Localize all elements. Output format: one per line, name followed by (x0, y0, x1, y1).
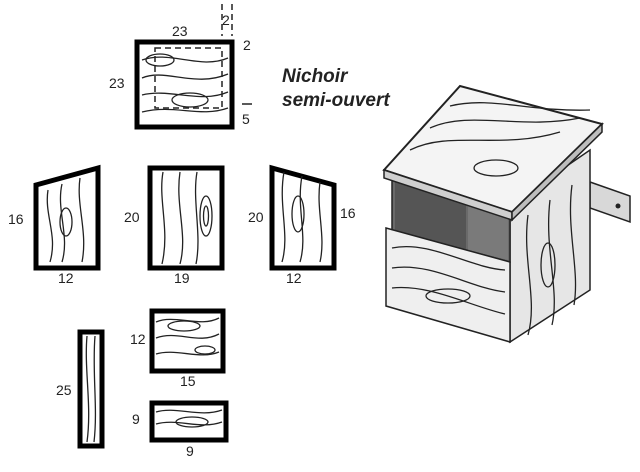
roof-width-label: 23 (172, 23, 188, 39)
post-piece (77, 329, 105, 449)
back-piece (147, 165, 225, 271)
roof-piece (134, 4, 235, 130)
title-line-1: Nichoir (282, 66, 349, 87)
side-right-piece (269, 164, 337, 271)
side-left-height-label: 16 (8, 211, 24, 227)
front-piece (149, 308, 226, 374)
roof-overhang-side-label: 2 (243, 37, 251, 53)
post-height-label: 25 (56, 382, 72, 398)
assembled-nest-box-illustration (382, 84, 631, 344)
bottom-height-label: 9 (132, 411, 140, 427)
roof-overhang-top-label: 2 (222, 12, 230, 28)
roof-height-label: 23 (109, 75, 125, 91)
bottom-width-label: 9 (186, 443, 194, 459)
front-height-label: 12 (130, 331, 146, 347)
roof-offset-label: 5 (242, 111, 250, 127)
back-width-label: 19 (174, 270, 190, 286)
side-left-width-label: 12 (58, 270, 74, 286)
side-right-width-label: 12 (286, 270, 302, 286)
bottom-piece (149, 400, 229, 443)
title-line-2: semi-ouvert (282, 90, 390, 111)
back-height-label: 20 (124, 209, 140, 225)
side-right-height-back-label: 20 (248, 209, 264, 225)
side-left-piece (33, 164, 101, 271)
side-right-height-front-label: 16 (340, 205, 356, 221)
front-width-label: 15 (180, 373, 196, 389)
